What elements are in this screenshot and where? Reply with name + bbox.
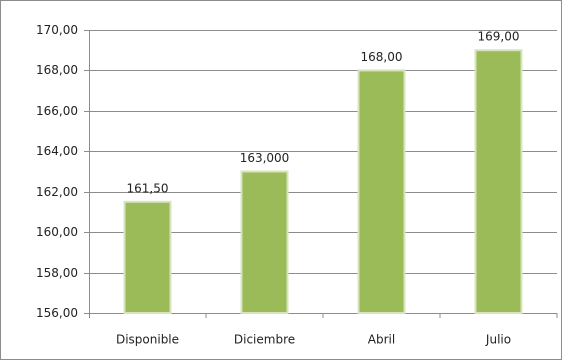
bar [474,49,523,314]
x-tick-label: Disponible [116,333,179,347]
x-tick-label: Abril [368,333,395,347]
y-tick-label: 168,00 [36,63,78,77]
y-tick-label: 158,00 [36,266,78,280]
bar [123,200,172,314]
data-label: 169,00 [478,30,520,44]
x-tick-label: Diciembre [234,333,295,347]
data-label: 168,00 [361,50,403,64]
y-tick-label: 160,00 [36,225,78,239]
x-tick-label: Julio [485,333,511,347]
y-tick-label: 162,00 [36,185,78,199]
data-label: 161,50 [127,181,169,195]
y-tick-label: 156,00 [36,306,78,320]
bar [240,170,289,314]
y-tick-label: 170,00 [36,23,78,37]
data-label: 163,000 [240,151,290,165]
bar [357,69,406,314]
y-tick-label: 166,00 [36,104,78,118]
y-tick-label: 164,00 [36,144,78,158]
